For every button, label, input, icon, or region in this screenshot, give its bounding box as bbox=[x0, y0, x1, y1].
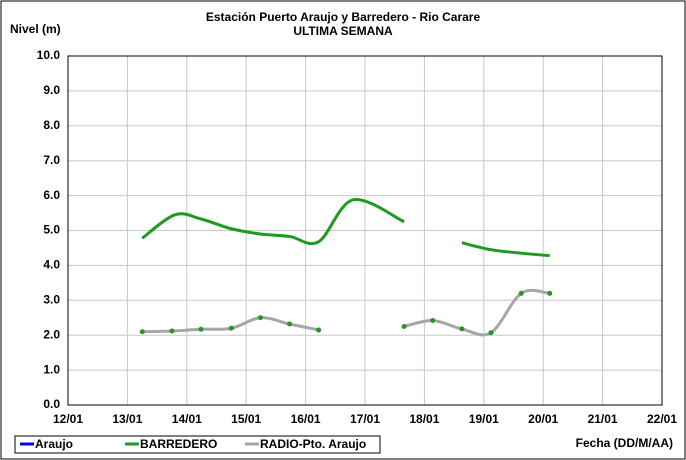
x-axis-label: Fecha (DD/M/AA) bbox=[576, 436, 673, 450]
legend-box bbox=[14, 435, 381, 454]
data-point bbox=[518, 290, 524, 296]
chart-subtitle: ULTIMA SEMANA bbox=[293, 24, 393, 38]
x-tick-label: 18/01 bbox=[409, 412, 439, 426]
y-tick-label: 2.0 bbox=[43, 327, 60, 341]
y-tick-label: 8.0 bbox=[43, 118, 60, 132]
x-tick-label: 21/01 bbox=[588, 412, 618, 426]
y-tick-label: 5.0 bbox=[43, 223, 60, 237]
data-point bbox=[316, 327, 322, 333]
x-tick-label: 22/01 bbox=[647, 412, 677, 426]
y-tick-label: 3.0 bbox=[43, 292, 60, 306]
line-series bbox=[141, 198, 405, 246]
data-point bbox=[228, 325, 234, 331]
data-point bbox=[488, 330, 494, 336]
plot-area bbox=[67, 55, 663, 406]
data-point bbox=[547, 290, 553, 296]
x-tick-label: 20/01 bbox=[528, 412, 558, 426]
y-tick-label: 6.0 bbox=[43, 188, 60, 202]
x-tick-label: 12/01 bbox=[53, 412, 83, 426]
x-tick-label: 14/01 bbox=[172, 412, 202, 426]
data-point bbox=[459, 326, 465, 332]
data-point bbox=[287, 321, 293, 327]
x-tick-label: 19/01 bbox=[469, 412, 499, 426]
y-axis-label: Nivel (m) bbox=[10, 22, 61, 36]
chart-title: Estación Puerto Araujo y Barredero - Rio… bbox=[206, 10, 481, 24]
y-tick-label: 4.0 bbox=[43, 258, 60, 272]
y-tick-label: 1.0 bbox=[43, 362, 60, 376]
y-tick-label: 9.0 bbox=[43, 83, 60, 97]
y-tick-label: 0.0 bbox=[43, 397, 60, 411]
x-tick-label: 13/01 bbox=[112, 412, 142, 426]
line-series bbox=[461, 241, 550, 258]
data-point bbox=[257, 315, 263, 321]
data-point bbox=[169, 328, 175, 334]
x-tick-label: 17/01 bbox=[350, 412, 380, 426]
data-point bbox=[198, 326, 204, 332]
data-point bbox=[401, 323, 407, 329]
legend-label: BARREDERO bbox=[140, 437, 217, 451]
legend-label: RADIO-Pto. Araujo bbox=[260, 437, 366, 451]
legend-label: Araujo bbox=[35, 437, 73, 451]
x-tick-label: 16/01 bbox=[291, 412, 321, 426]
y-tick-label: 10.0 bbox=[37, 48, 61, 62]
data-point bbox=[139, 329, 145, 335]
line-series bbox=[403, 288, 550, 337]
y-tick-label: 7.0 bbox=[43, 153, 60, 167]
data-point bbox=[430, 318, 436, 324]
x-tick-label: 15/01 bbox=[231, 412, 261, 426]
